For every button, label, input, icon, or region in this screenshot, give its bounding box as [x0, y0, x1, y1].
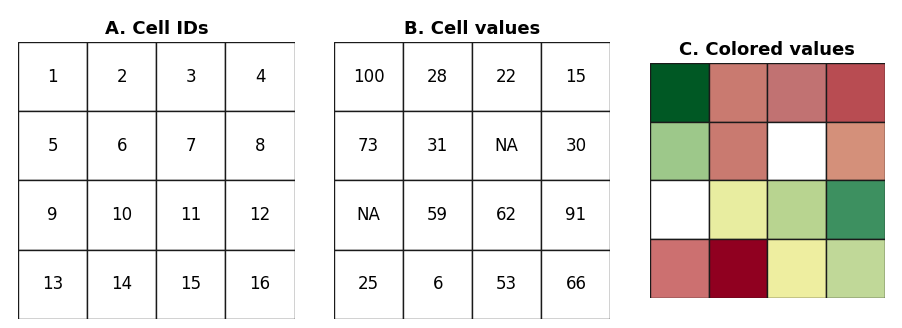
Bar — [708, 122, 767, 180]
Title: C. Colored values: C. Colored values — [678, 41, 854, 58]
Text: 59: 59 — [427, 206, 447, 224]
Text: 8: 8 — [254, 137, 265, 155]
Text: 7: 7 — [186, 137, 196, 155]
Text: 25: 25 — [357, 275, 379, 293]
Text: 28: 28 — [427, 68, 447, 86]
Bar — [87, 250, 156, 319]
Text: 3: 3 — [186, 68, 196, 86]
Title: B. Cell values: B. Cell values — [404, 20, 539, 38]
Bar — [649, 63, 708, 122]
Text: 16: 16 — [249, 275, 271, 293]
Bar — [767, 180, 825, 239]
Bar — [156, 111, 226, 180]
Text: 4: 4 — [254, 68, 265, 86]
Bar — [649, 122, 708, 180]
Bar — [87, 42, 156, 111]
Bar — [767, 122, 825, 180]
Text: 53: 53 — [496, 275, 517, 293]
Text: 100: 100 — [353, 68, 384, 86]
Bar — [541, 111, 610, 180]
Text: 73: 73 — [357, 137, 379, 155]
Text: 62: 62 — [496, 206, 517, 224]
Bar — [472, 250, 541, 319]
Bar — [541, 42, 610, 111]
Text: 1: 1 — [47, 68, 58, 86]
Title: A. Cell IDs: A. Cell IDs — [105, 20, 207, 38]
Bar — [472, 111, 541, 180]
Bar — [402, 180, 472, 250]
Text: 15: 15 — [565, 68, 585, 86]
Text: 15: 15 — [180, 275, 201, 293]
Bar — [825, 180, 884, 239]
Bar — [767, 239, 825, 298]
Text: 11: 11 — [180, 206, 201, 224]
Bar — [402, 250, 472, 319]
Bar — [708, 239, 767, 298]
Bar — [18, 111, 87, 180]
Text: 22: 22 — [495, 68, 517, 86]
Text: 66: 66 — [565, 275, 585, 293]
Text: 31: 31 — [427, 137, 447, 155]
Text: 13: 13 — [42, 275, 63, 293]
Bar — [767, 63, 825, 122]
Text: 12: 12 — [249, 206, 271, 224]
Bar — [18, 42, 87, 111]
Text: 2: 2 — [116, 68, 127, 86]
Bar — [708, 180, 767, 239]
Bar — [472, 42, 541, 111]
Bar — [334, 111, 402, 180]
Text: 9: 9 — [47, 206, 58, 224]
Text: 5: 5 — [47, 137, 58, 155]
Bar — [825, 122, 884, 180]
Text: 6: 6 — [432, 275, 443, 293]
Text: NA: NA — [494, 137, 518, 155]
Bar — [87, 180, 156, 250]
Bar — [402, 42, 472, 111]
Bar — [708, 63, 767, 122]
Text: NA: NA — [356, 206, 380, 224]
Bar — [156, 42, 226, 111]
Bar — [226, 180, 294, 250]
Bar — [87, 111, 156, 180]
Bar — [226, 250, 294, 319]
Bar — [402, 111, 472, 180]
Bar — [226, 111, 294, 180]
Bar — [334, 42, 402, 111]
Bar — [334, 180, 402, 250]
Bar — [18, 180, 87, 250]
Bar — [334, 250, 402, 319]
Bar — [472, 180, 541, 250]
Bar — [825, 239, 884, 298]
Text: 30: 30 — [565, 137, 585, 155]
Bar — [156, 250, 226, 319]
Text: 14: 14 — [111, 275, 133, 293]
Text: 91: 91 — [565, 206, 585, 224]
Bar — [156, 180, 226, 250]
Bar — [226, 42, 294, 111]
Bar — [649, 180, 708, 239]
Bar — [541, 180, 610, 250]
Bar — [541, 250, 610, 319]
Text: 6: 6 — [116, 137, 127, 155]
Bar — [18, 250, 87, 319]
Bar — [825, 63, 884, 122]
Text: 10: 10 — [111, 206, 133, 224]
Bar — [649, 239, 708, 298]
